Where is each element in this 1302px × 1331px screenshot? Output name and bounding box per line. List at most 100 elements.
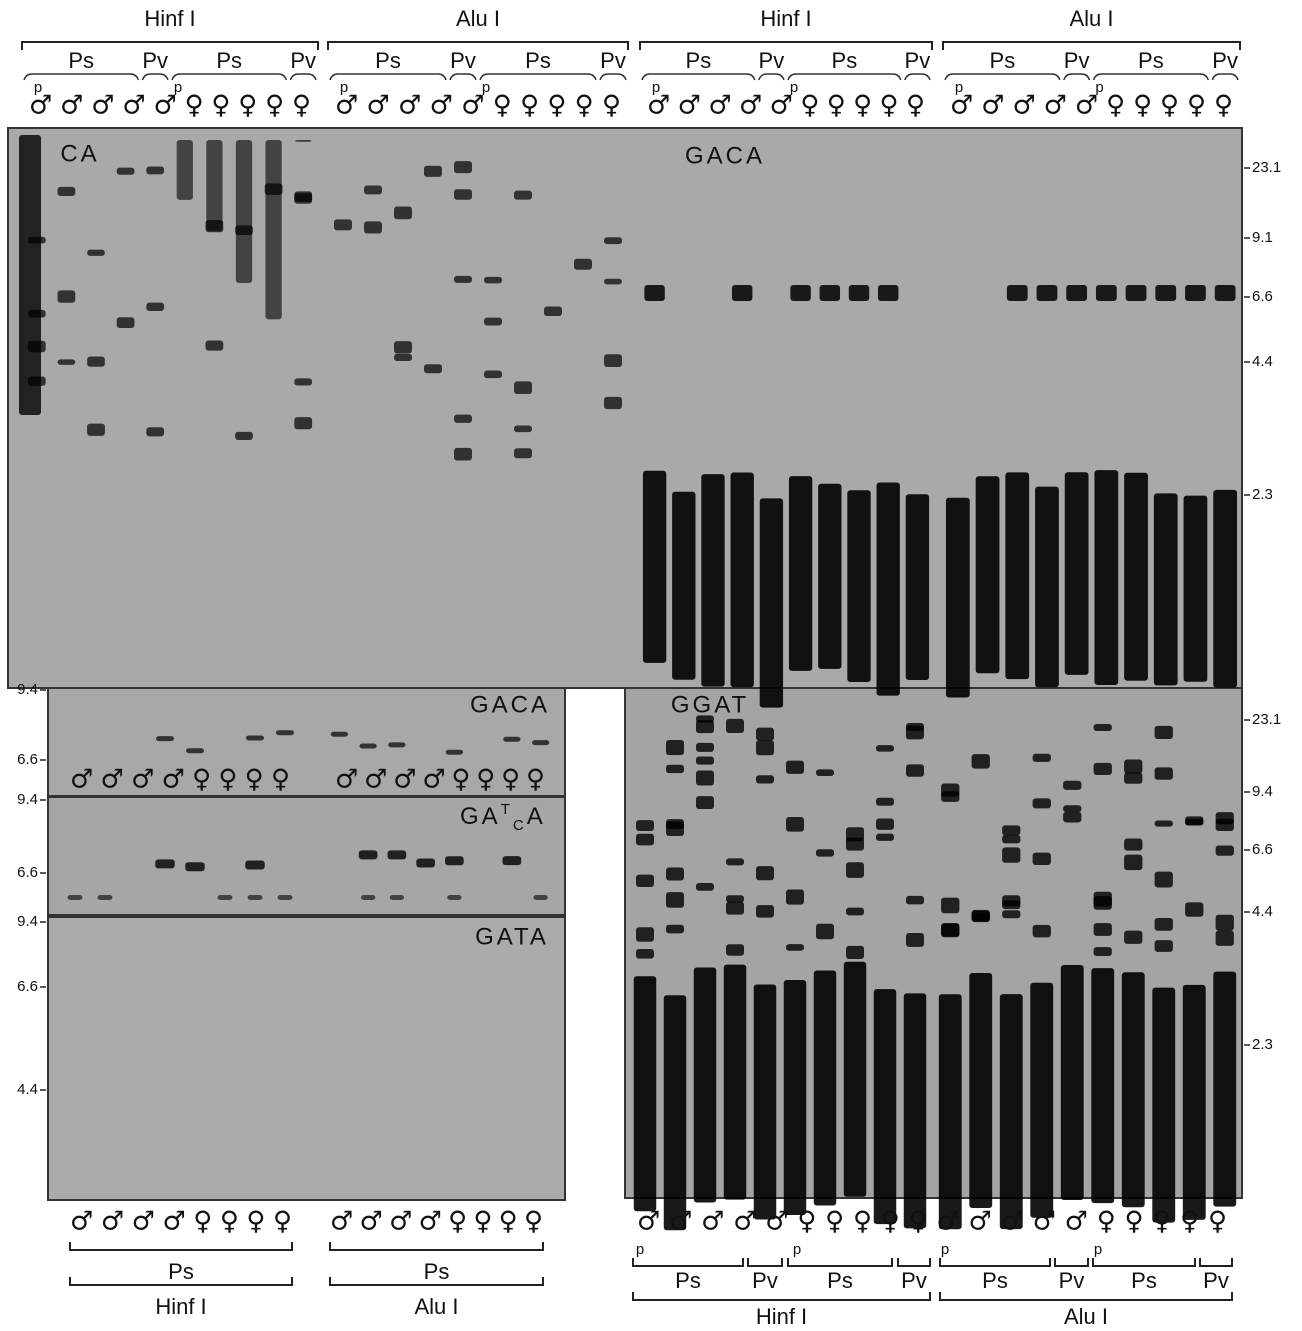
size-marker: 2.3 — [1252, 1036, 1273, 1053]
bracket — [787, 73, 902, 81]
band — [1060, 965, 1084, 1201]
group-label: Pv — [450, 48, 476, 73]
sex-row: ♂♂♂♂♂♀♀♀♀♀ — [29, 91, 311, 121]
band — [388, 742, 406, 748]
bracket — [1092, 73, 1210, 81]
band — [786, 944, 804, 951]
band — [217, 895, 233, 900]
band — [1093, 762, 1112, 775]
bracket — [327, 41, 629, 50]
group-label: Ps — [675, 1268, 701, 1293]
band — [666, 764, 684, 774]
sex-row: ♂♂♂♂♀♀♀♀ — [335, 765, 545, 795]
bracket — [632, 1292, 931, 1301]
panel-label: GATCA — [460, 801, 546, 834]
band — [1064, 472, 1089, 675]
band — [484, 317, 502, 326]
group-label: Pv — [759, 48, 785, 73]
band — [604, 396, 622, 410]
band — [295, 140, 312, 142]
band — [1093, 947, 1112, 957]
group-label: Pv — [901, 1268, 927, 1293]
band — [67, 895, 83, 900]
group-label: Ps — [525, 48, 551, 73]
panel-label: CA — [60, 140, 99, 167]
bracket — [1063, 73, 1091, 81]
bracket — [939, 1258, 1051, 1267]
band — [876, 745, 894, 752]
group-label: Pv — [752, 1268, 778, 1293]
band — [502, 856, 522, 866]
band — [1093, 923, 1112, 936]
band — [186, 748, 204, 754]
band — [644, 285, 665, 301]
band — [786, 889, 804, 905]
band — [636, 833, 654, 846]
bracket — [632, 1258, 744, 1267]
bracket — [944, 73, 1061, 81]
panel-label-part: A — [527, 803, 546, 830]
bracket — [1199, 1258, 1233, 1267]
band — [756, 905, 774, 918]
band — [235, 431, 253, 441]
group-label: Ps — [982, 1268, 1008, 1293]
band — [756, 866, 774, 881]
band — [1154, 940, 1173, 952]
band — [696, 720, 714, 734]
band — [1213, 489, 1238, 688]
band — [696, 756, 714, 765]
size-marker: 4.4 — [17, 1081, 38, 1098]
bracket — [329, 1277, 544, 1286]
band — [574, 258, 592, 270]
band — [1124, 838, 1143, 851]
size-marker: 23.1 — [1252, 711, 1281, 728]
band — [19, 135, 41, 415]
band — [753, 984, 777, 1220]
band — [394, 341, 412, 354]
band — [57, 359, 76, 365]
bracket — [758, 73, 785, 81]
gel-gatca — [47, 796, 566, 916]
group-label: Ps — [168, 1259, 194, 1284]
size-marker: 9.4 — [1252, 783, 1273, 800]
bracket — [289, 73, 317, 81]
bracket — [641, 73, 756, 81]
band — [756, 727, 774, 741]
band — [666, 867, 684, 881]
band — [816, 923, 834, 940]
band — [701, 474, 725, 687]
band — [971, 909, 990, 923]
band — [1185, 902, 1204, 917]
group-label: Ps — [686, 48, 712, 73]
band — [454, 161, 472, 174]
group-label: Ps — [827, 1268, 853, 1293]
band — [87, 249, 105, 256]
band — [846, 837, 864, 851]
band — [116, 167, 135, 175]
band — [1066, 285, 1088, 301]
band — [265, 140, 282, 320]
band — [532, 740, 550, 746]
band — [277, 895, 293, 900]
band — [636, 874, 654, 887]
band — [730, 472, 754, 688]
enzyme-label: Alu I — [456, 6, 500, 31]
band — [873, 989, 897, 1225]
band — [1002, 825, 1021, 836]
sex-row: ♂♂♂♂♀♀♀♀ — [70, 1207, 292, 1237]
band — [999, 994, 1023, 1230]
band — [876, 797, 894, 806]
group-label: Pv — [1212, 48, 1238, 73]
band — [938, 994, 962, 1230]
enzyme-label: Alu I — [1064, 1304, 1108, 1329]
panel-label: GATA — [475, 923, 549, 950]
band — [1032, 798, 1051, 809]
band — [389, 895, 405, 900]
group-label: Ps — [990, 48, 1016, 73]
band — [790, 285, 811, 301]
band — [1214, 285, 1236, 301]
band — [1153, 493, 1178, 686]
group-label: Pv — [1059, 1268, 1085, 1293]
band — [786, 760, 804, 774]
